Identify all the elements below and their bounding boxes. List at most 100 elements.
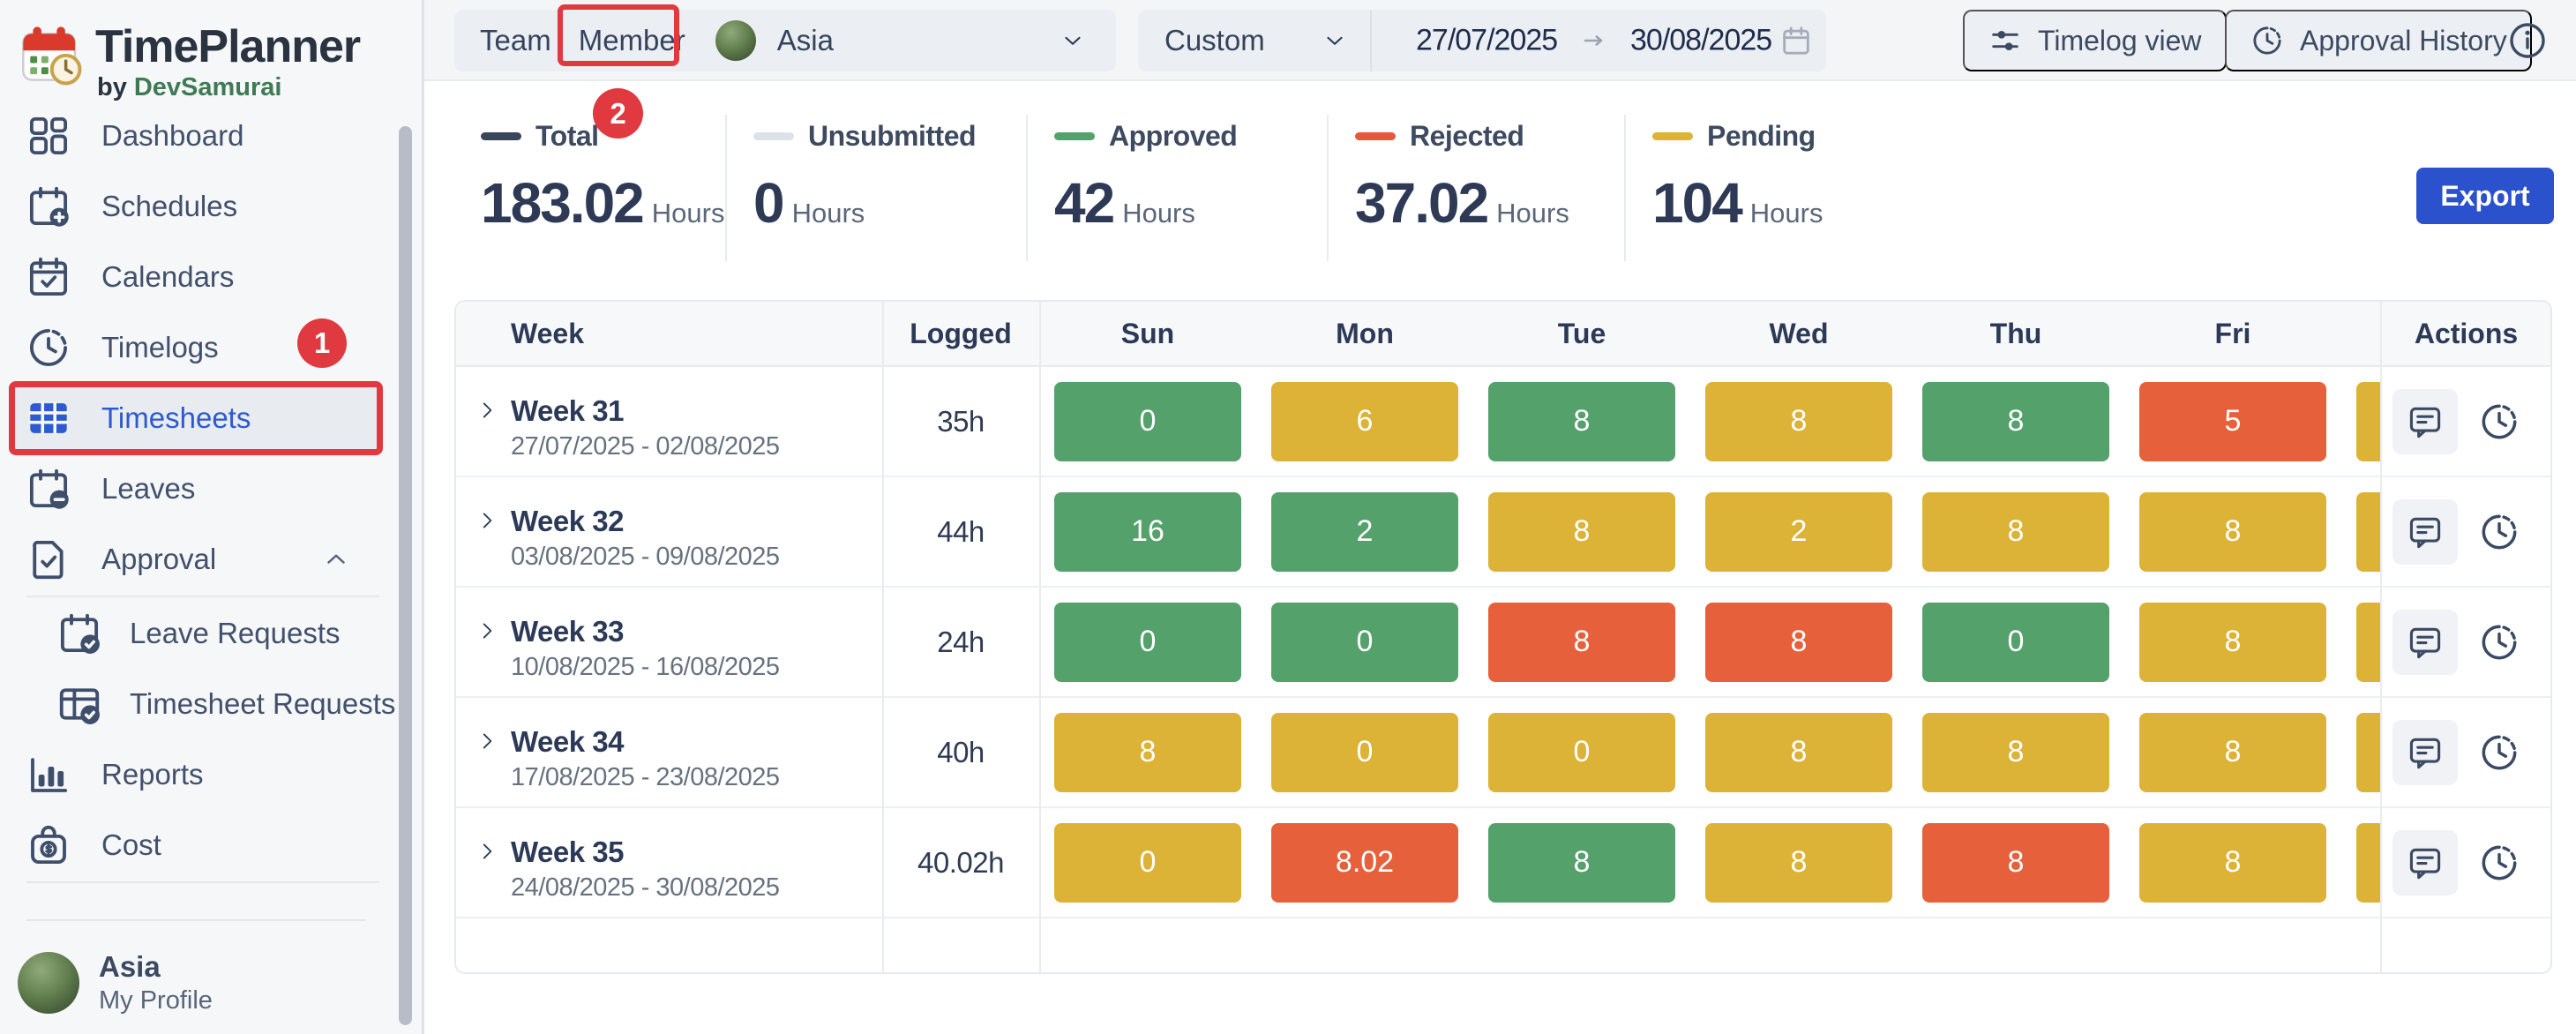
history-button[interactable] [2472,394,2527,449]
day-hours-bar[interactable]: 8 [1488,603,1675,682]
expand-chevron-icon[interactable] [476,509,498,532]
day-hours-bar-partial[interactable] [2356,492,2380,572]
day-hours-bar-partial[interactable] [2356,603,2380,682]
day-hours-bar[interactable]: 8 [1488,382,1675,461]
expand-chevron-icon[interactable] [476,619,498,642]
day-hours-bar[interactable]: 0 [1922,603,2109,682]
col-header-actions: Actions [2380,318,2552,350]
sidebar-item-leave-requests[interactable]: Leave Requests [9,598,383,669]
day-slot: 8 [1039,713,1256,792]
day-hours-bar[interactable]: 8 [1922,823,2109,903]
sidebar-item-timesheets[interactable]: Timesheets [9,383,383,453]
day-slot: 5 [2124,382,2341,461]
week-cell[interactable]: Week 3417/08/2025 - 23/08/2025 [456,709,882,795]
week-cell[interactable]: Week 3203/08/2025 - 09/08/2025 [456,489,882,574]
history-button[interactable] [2472,615,2527,670]
sidebar-item-dashboard[interactable]: Dashboard [9,101,383,171]
day-hours-bar-partial[interactable] [2356,823,2380,903]
scope-member-select[interactable]: Team Member Asia [454,10,1116,71]
day-hours-bar[interactable]: 2 [1271,492,1458,572]
date-to-input[interactable]: 30/08/2025 [1630,24,1771,58]
comment-button[interactable] [2393,499,2458,565]
sidebar-item-timelogs[interactable]: Timelogs1 [9,312,383,383]
approval-history-button[interactable]: Approval History [2225,10,2532,71]
sidebar-scrollbar-thumb[interactable] [399,126,412,1025]
day-hours-bar[interactable]: 8 [2139,603,2326,682]
sidebar-item-timesheet-requests[interactable]: Timesheet Requests [9,669,383,739]
day-hours-bar[interactable]: 8 [2139,823,2326,903]
date-from-input[interactable]: 27/07/2025 [1416,24,1557,58]
day-hours-bar[interactable]: 0 [1271,713,1458,792]
day-hours-bar[interactable]: 8 [1488,823,1675,903]
day-hours-bar[interactable]: 8 [1922,492,2109,572]
sidebar-item-label: Leave Requests [130,617,341,650]
week-cell[interactable]: Week 3524/08/2025 - 30/08/2025 [456,820,882,905]
expand-chevron-icon[interactable] [476,399,498,422]
comment-button[interactable] [2393,830,2458,895]
day-hours-bar[interactable]: 8 [1705,382,1892,461]
week-cell[interactable]: Week 3310/08/2025 - 16/08/2025 [456,599,882,685]
day-hours-bar[interactable]: 5 [2139,382,2326,461]
day-hours-bar-partial[interactable] [2356,713,2380,792]
day-slot: 8 [1690,713,1907,792]
comment-button[interactable] [2393,610,2458,675]
day-hours-bar[interactable]: 0 [1054,823,1241,903]
scope-tab-member[interactable]: Member [563,24,701,57]
day-hours-bar[interactable]: 0 [1054,603,1241,682]
date-range-controls: Custom 27/07/2025 30/08/2025 [1138,10,1826,71]
profile-item[interactable]: Asia My Profile [18,949,213,1016]
expand-chevron-icon[interactable] [476,730,498,753]
sidebar-item-approval[interactable]: Approval [9,524,383,595]
stat-color-dash [481,132,521,140]
day-hours-bar[interactable]: 6 [1271,382,1458,461]
range-preset-select[interactable]: Custom [1164,24,1265,57]
day-hours-bar[interactable]: 8 [2139,713,2326,792]
main-area: Team Member Asia Custom 27/07/2025 30/08… [424,0,2576,1034]
day-hours-bar[interactable]: 8 [2139,492,2326,572]
day-slot: 8 [1473,382,1690,461]
day-hours-bar[interactable]: 8 [1705,713,1892,792]
day-hours-bar[interactable]: 8 [1922,382,2109,461]
day-hours-bar[interactable]: 8 [1488,492,1675,572]
day-hours-bar[interactable]: 8 [1705,603,1892,682]
stat-label: Total [535,120,599,153]
day-hours-bar[interactable]: 0 [1054,382,1241,461]
comment-button[interactable] [2393,720,2458,785]
expand-chevron-icon[interactable] [476,840,498,863]
stat-unit: Hours [792,198,865,229]
sidebar-item-leaves[interactable]: Leaves [9,453,383,524]
day-hours-bar[interactable]: 8 [1054,713,1241,792]
history-button[interactable] [2472,505,2527,559]
calendar-icon[interactable] [1778,23,1814,58]
day-hours-bar[interactable]: 0 [1271,603,1458,682]
day-hours-bar[interactable]: 8 [1922,713,2109,792]
export-button[interactable]: Export [2416,168,2554,224]
sidebar-item-label: Reports [101,758,204,791]
day-slot: 6 [1256,382,1473,461]
history-button[interactable] [2472,835,2527,890]
comment-button[interactable] [2393,389,2458,454]
week-cell[interactable]: Week 3127/07/2025 - 02/08/2025 [456,378,882,464]
day-hours-bar-partial[interactable] [2356,382,2380,461]
sidebar-item-reports[interactable]: Reports [9,739,383,810]
col-header-thu: Thu [1907,318,2124,350]
day-hours-bar[interactable]: 8.02 [1271,823,1458,903]
day-slot [2341,382,2380,461]
column-divider [882,302,884,972]
sidebar-item-cost[interactable]: Cost [9,810,383,880]
profile-name: Asia [99,949,213,985]
history-button[interactable] [2472,725,2527,780]
sidebar-item-calendars[interactable]: Calendars [9,242,383,312]
timelog-view-button[interactable]: Timelog view [1963,10,2227,71]
sidebar-item-schedules[interactable]: Schedules [9,171,383,242]
info-icon[interactable] [2506,19,2549,62]
day-hours-bar[interactable]: 16 [1054,492,1241,572]
week-row-week-31: Week 3127/07/2025 - 02/08/202535h068885 [456,367,2550,477]
day-hours-bar[interactable]: 2 [1705,492,1892,572]
day-hours-bar[interactable]: 8 [1705,823,1892,903]
chevron-up-icon[interactable] [321,544,351,574]
scope-tab-team[interactable]: Team [468,24,563,57]
week-range: 03/08/2025 - 09/08/2025 [511,539,780,574]
day-hours-bar[interactable]: 0 [1488,713,1675,792]
col-header-fri: Fri [2124,318,2341,350]
